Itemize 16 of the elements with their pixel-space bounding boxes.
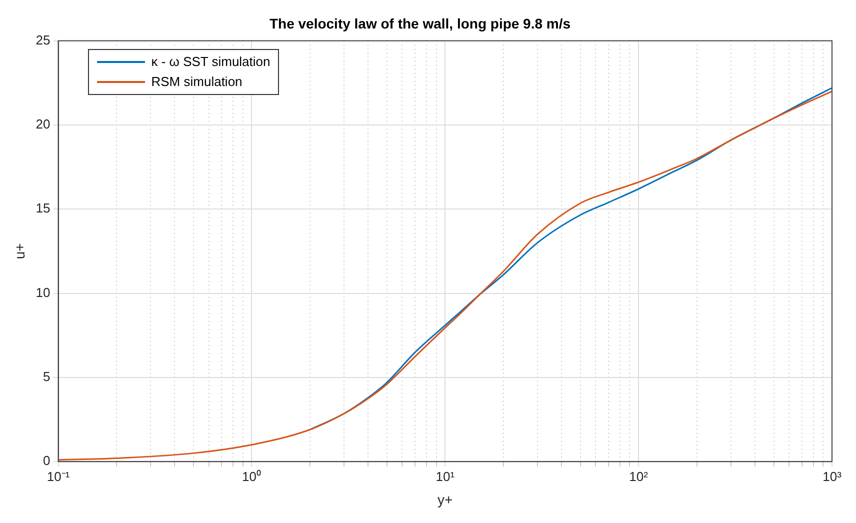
y-tick-label: 5 [43,369,50,384]
x-tick-label: 10² [629,468,649,484]
y-tick-label: 0 [43,453,50,468]
x-tick-label: 10³ [822,468,842,484]
x-tick-label: 10⁻¹ [46,468,70,484]
legend-label: κ - ω SST simulation [151,54,270,70]
chart-title: The velocity law of the wall, long pipe 9.8 m/s [269,15,571,32]
y-tick-label: 15 [36,200,50,216]
x-tick-label: 10⁰ [242,468,262,484]
y-tick-label: 25 [36,32,50,48]
x-tick-label: 10¹ [436,468,456,484]
y-tick-label: 10 [36,284,50,300]
y-tick-label: 20 [36,116,50,132]
y-axis-title: u+ [11,243,28,260]
legend-label: RSM simulation [151,74,242,90]
x-axis-title: y+ [438,491,453,508]
